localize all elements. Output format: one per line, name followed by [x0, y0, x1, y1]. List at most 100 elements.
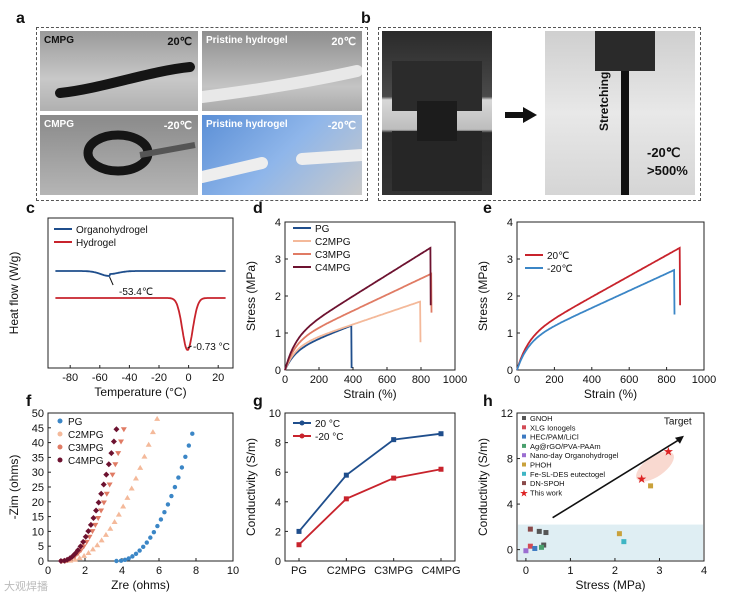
legend-label-d-3: C4MPG — [315, 263, 351, 274]
legend-label-g-1: -20 °C — [315, 432, 343, 443]
plot-frame-h — [516, 412, 705, 562]
legend-marker-g-1 — [299, 433, 305, 439]
data-point-f-3-12 — [90, 514, 97, 521]
data-point-f-1-19 — [145, 441, 152, 447]
panel-letter-c: c — [26, 200, 35, 217]
x-tick-label-e-200: 200 — [545, 374, 563, 386]
data-point-f-1-8 — [98, 537, 105, 543]
legend-label-h-3: Ag@rGO/PVA-PAAm — [530, 442, 601, 451]
legend-marker-h-5 — [522, 462, 526, 467]
x-tick-label-f-6: 6 — [156, 565, 162, 577]
legend-marker-h-8: ★ — [520, 488, 529, 499]
data-point-g-0-1 — [343, 472, 349, 478]
data-point-g-1-0 — [296, 542, 302, 548]
y-tick-label-f-0: 0 — [38, 556, 44, 568]
legend-marker-g-0 — [299, 420, 305, 426]
data-point-f-2-12 — [95, 515, 102, 521]
photo-pristine-20: Pristine hydrogel 20℃ — [202, 31, 362, 111]
panel-letter-b: b — [361, 10, 371, 27]
x-tick-label-f-4: 4 — [119, 565, 125, 577]
x-tick-label-f-0: 0 — [45, 565, 51, 577]
y-tick-label-f-10: 10 — [32, 526, 44, 538]
label-pristine-neg20: Pristine hydrogel — [206, 119, 288, 130]
y-tick-label-h-4: 4 — [507, 499, 513, 511]
series-line-c-1 — [55, 297, 226, 351]
legend-marker-f-2 — [57, 444, 63, 450]
data-point-h-12: ★ — [663, 445, 674, 459]
y-tick-label-f-45: 45 — [32, 423, 44, 435]
data-point-f-1-3 — [76, 555, 83, 561]
legend-label-d-2: C3MPG — [315, 250, 351, 261]
data-point-f-0-16 — [172, 484, 178, 490]
legend-marker-h-1 — [522, 425, 526, 430]
y-tick-label-e-3: 3 — [507, 254, 513, 266]
data-point-h-7 — [648, 483, 654, 489]
data-point-f-0-14 — [165, 502, 171, 507]
y-tick-label-f-25: 25 — [32, 482, 44, 494]
legend-label-d-1: C2MPG — [315, 237, 351, 248]
data-point-g-0-0 — [296, 528, 302, 534]
data-point-f-3-14 — [95, 499, 102, 506]
target-arrow-line — [552, 437, 683, 519]
label-cmpg-neg20: CMPG — [44, 119, 74, 130]
y-tick-label-g-10: 10 — [269, 408, 281, 420]
panel-letter-a: a — [16, 10, 25, 27]
legend-marker-h-2 — [522, 434, 526, 439]
x-tick-label-d-600: 600 — [378, 374, 396, 386]
x-axis-label-h: Stress (MPa) — [575, 578, 645, 592]
legend-label-h-1: XLG Ionogels — [530, 423, 576, 432]
data-point-f-1-5 — [85, 549, 92, 555]
data-point-h-3 — [527, 543, 533, 549]
x-tick-label-c--40: -40 — [121, 372, 137, 384]
y-axis-label-d: Stress (MPa) — [244, 261, 258, 331]
data-point-f-0-17 — [176, 475, 181, 480]
data-point-f-1-14 — [124, 494, 131, 500]
y-tick-label-g-6: 6 — [275, 467, 281, 479]
x-tick-label-c-0: 0 — [186, 372, 192, 384]
legend-label-f-3: C4MPG — [68, 456, 104, 467]
data-point-f-3-8 — [80, 538, 87, 545]
series-line-e-0 — [516, 246, 681, 371]
data-point-f-3-20 — [110, 438, 117, 445]
data-point-f-0-12 — [158, 517, 164, 522]
arrow-right-icon — [505, 105, 537, 130]
y-tick-label-g-0: 0 — [275, 556, 281, 568]
data-point-f-1-4 — [81, 552, 88, 558]
data-point-f-3-10 — [85, 528, 92, 535]
x-tick-label-h-4: 4 — [701, 565, 707, 577]
data-point-h-8 — [616, 531, 622, 537]
data-point-f-3-0 — [57, 558, 64, 564]
panel-b-frame — [378, 27, 701, 201]
low-region-shade — [518, 524, 703, 560]
legend-label-h-7: DN-SPOH — [530, 479, 565, 488]
legend-label-h-0: GNOH — [530, 414, 553, 423]
y-tick-label-f-20: 20 — [32, 497, 44, 509]
data-point-f-2-18 — [112, 462, 119, 468]
annotation-pointer-c-0 — [109, 276, 114, 286]
data-point-f-0-3 — [126, 556, 131, 561]
y-tick-label-h-8: 8 — [507, 454, 513, 466]
y-tick-label-d-3: 3 — [275, 254, 281, 266]
data-point-f-1-17 — [137, 464, 144, 470]
x-tick-label-d-800: 800 — [412, 374, 430, 386]
y-tick-label-h-12: 12 — [501, 408, 513, 420]
legend-label-c-0: Organohydrogel — [76, 225, 148, 236]
legend-label-h-8: This work — [530, 488, 562, 497]
x-tick-label-c--60: -60 — [92, 372, 108, 384]
y-tick-label-d-1: 1 — [275, 328, 281, 340]
legend-label-h-6: Fe-SL-DES eutectogel — [530, 470, 605, 479]
panel-letter-h: h — [483, 393, 493, 410]
panel-letter-e: e — [483, 200, 492, 217]
x-tick-label-e-0: 0 — [514, 374, 520, 386]
data-point-f-1-6 — [89, 546, 96, 552]
legend-label-f-1: C2MPG — [68, 430, 104, 441]
legend-marker-h-6 — [522, 471, 526, 476]
data-point-f-0-4 — [130, 554, 135, 559]
data-point-h-1 — [543, 530, 549, 536]
data-point-f-1-12 — [115, 511, 122, 517]
series-line-d-3 — [284, 246, 432, 371]
x-tick-label-g-3: C4MPG — [421, 565, 460, 577]
data-point-g-1-1 — [343, 496, 349, 502]
temp-pristine-neg20: -20℃ — [327, 120, 356, 132]
